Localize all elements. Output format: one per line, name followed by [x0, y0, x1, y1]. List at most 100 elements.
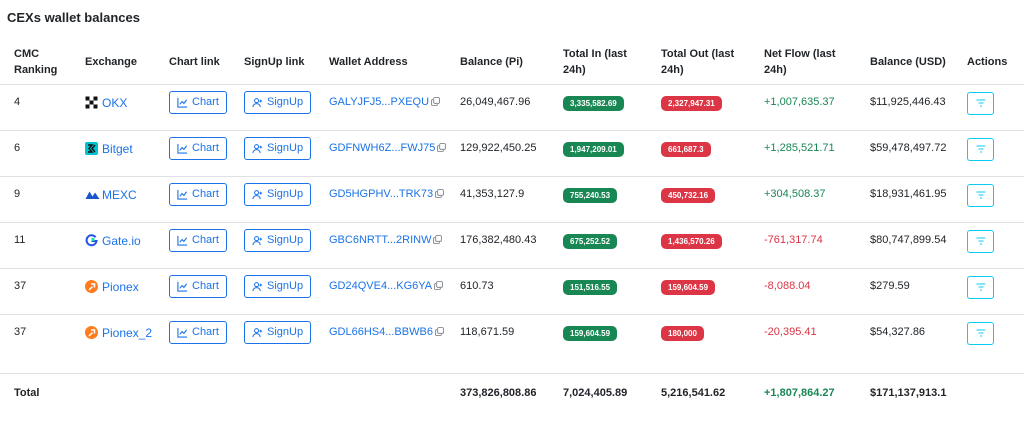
copy-icon[interactable]	[435, 326, 444, 336]
cmc-ranking: 11	[0, 222, 71, 269]
exchange-link[interactable]: Pionex	[85, 280, 151, 294]
header-exchange: Exchange	[71, 40, 155, 85]
exchange-link[interactable]: Bitget	[85, 142, 151, 156]
table-row: 6 Bitget Chart SignUp GDFNWH6Z...FWJ75 1…	[0, 130, 1024, 177]
filter-action-button[interactable]	[967, 229, 994, 253]
chart-button[interactable]: Chart	[169, 274, 227, 298]
filter-icon	[976, 191, 985, 199]
wallet-address-link[interactable]: GD5HGPHV...TRK73	[329, 187, 434, 200]
header-balance-pi: Balance (Pi)	[446, 40, 549, 85]
signup-button-label: SignUp	[267, 142, 304, 154]
chart-button[interactable]: Chart	[169, 320, 227, 344]
wallet-address-link[interactable]: GALYJFJ5...PXEQU	[329, 95, 430, 108]
exchange-name: Gate.io	[102, 233, 141, 248]
mexc-logo-icon	[85, 188, 100, 201]
filter-action-button[interactable]	[967, 91, 994, 115]
header-cmc-ranking: CMC Ranking	[0, 40, 71, 85]
exchange-name: Pionex_2	[102, 325, 153, 340]
balance-usd: $59,478,497.72	[856, 130, 953, 177]
balance-pi: 176,382,480.43	[446, 222, 549, 269]
exchange-link[interactable]: Pionex_2	[85, 326, 155, 340]
chart-button[interactable]: Chart	[169, 90, 227, 114]
exchange-name: Pionex	[102, 279, 139, 294]
signup-button-label: SignUp	[267, 234, 304, 246]
wallet-address-link[interactable]: GDL66HS4...BBWB6	[329, 325, 433, 338]
copy-icon[interactable]	[433, 234, 443, 244]
signup-button[interactable]: SignUp	[244, 228, 312, 252]
filter-icon	[976, 329, 985, 337]
total-out-badge: 450,732.16	[661, 187, 716, 203]
signup-button-label: SignUp	[267, 96, 304, 108]
filter-icon	[976, 99, 985, 107]
wallet-address-link[interactable]: GDFNWH6Z...FWJ75	[329, 141, 436, 154]
copy-icon[interactable]	[434, 280, 443, 290]
exchange-name: OKX	[102, 95, 128, 110]
signup-button[interactable]: SignUp	[244, 136, 312, 160]
signup-button-label: SignUp	[267, 326, 304, 338]
gateio-logo-icon	[85, 234, 98, 247]
balance-pi: 610.73	[446, 268, 549, 315]
copy-icon[interactable]	[437, 142, 447, 152]
table-row: 4 OKX Chart SignUp GALYJFJ5...PXEQU 26,0…	[0, 84, 1024, 131]
total-out-badge: 180,000	[661, 325, 704, 341]
header-net-flow: Net Flow (last 24h)	[750, 40, 856, 85]
total-total-in: 7,024,405.89	[563, 387, 628, 400]
signup-button[interactable]: SignUp	[244, 182, 312, 206]
exchange-name: Bitget	[102, 141, 133, 156]
filter-icon	[976, 283, 985, 291]
balance-usd: $11,925,446.43	[856, 84, 953, 131]
exchange-link[interactable]: Gate.io	[85, 234, 151, 248]
filter-action-button[interactable]	[967, 275, 994, 299]
copy-icon[interactable]	[431, 96, 440, 106]
filter-icon	[976, 145, 985, 153]
chart-button[interactable]: Chart	[169, 182, 227, 206]
total-balance-usd: $171,137,913.1	[870, 387, 947, 400]
total-label: Total	[14, 387, 40, 400]
cmc-ranking: 37	[0, 314, 71, 374]
copy-icon[interactable]	[435, 188, 444, 198]
user-plus-icon	[252, 143, 263, 153]
wallet-address-link[interactable]: GBC6NRTT...2RINW	[329, 233, 432, 246]
filter-action-button[interactable]	[967, 137, 994, 161]
signup-button[interactable]: SignUp	[244, 320, 312, 344]
line-chart-icon	[177, 327, 188, 338]
balance-usd: $18,931,461.95	[856, 176, 953, 223]
chart-button-label: Chart	[192, 326, 219, 338]
cmc-ranking: 37	[0, 268, 71, 315]
header-balance-usd: Balance (USD)	[856, 40, 953, 85]
chart-button[interactable]: Chart	[169, 228, 227, 252]
balance-pi: 41,353,127.9	[446, 176, 549, 223]
total-out-badge: 2,327,947.31	[661, 95, 722, 111]
net-flow: -20,395.41	[750, 314, 856, 374]
exchange-link[interactable]: MEXC	[85, 188, 151, 202]
chart-button-label: Chart	[192, 188, 219, 200]
chart-button-label: Chart	[192, 96, 219, 108]
total-in-badge: 755,240.53	[563, 187, 618, 203]
balance-usd: $279.59	[856, 268, 953, 315]
chart-button-label: Chart	[192, 142, 219, 154]
header-total-out: Total Out (last 24h)	[647, 40, 750, 85]
line-chart-icon	[177, 281, 188, 292]
exchange-link[interactable]: OKX	[85, 96, 151, 110]
total-in-badge: 159,604.59	[563, 325, 618, 341]
signup-button[interactable]: SignUp	[244, 274, 312, 298]
signup-button[interactable]: SignUp	[244, 90, 312, 114]
balance-usd: $80,747,899.54	[856, 222, 953, 269]
exchange-name: MEXC	[102, 187, 137, 202]
line-chart-icon	[177, 97, 188, 108]
table-row: 37 Pionex Chart SignUp GD24QVE4...KG6YA …	[0, 268, 1024, 315]
filter-icon	[976, 237, 985, 245]
balance-pi: 118,671.59	[446, 314, 549, 374]
balance-pi: 129,922,450.25	[446, 130, 549, 177]
chart-button[interactable]: Chart	[169, 136, 227, 160]
filter-action-button[interactable]	[967, 183, 994, 207]
filter-action-button[interactable]	[967, 321, 994, 345]
user-plus-icon	[252, 235, 263, 245]
wallet-address-link[interactable]: GD24QVE4...KG6YA	[329, 279, 433, 292]
cmc-ranking: 6	[0, 130, 71, 177]
line-chart-icon	[177, 143, 188, 154]
total-out-badge: 661,687.3	[661, 141, 711, 157]
okx-logo-icon	[85, 96, 98, 109]
total-out-badge: 159,604.59	[661, 279, 716, 295]
cmc-ranking: 4	[0, 84, 71, 131]
